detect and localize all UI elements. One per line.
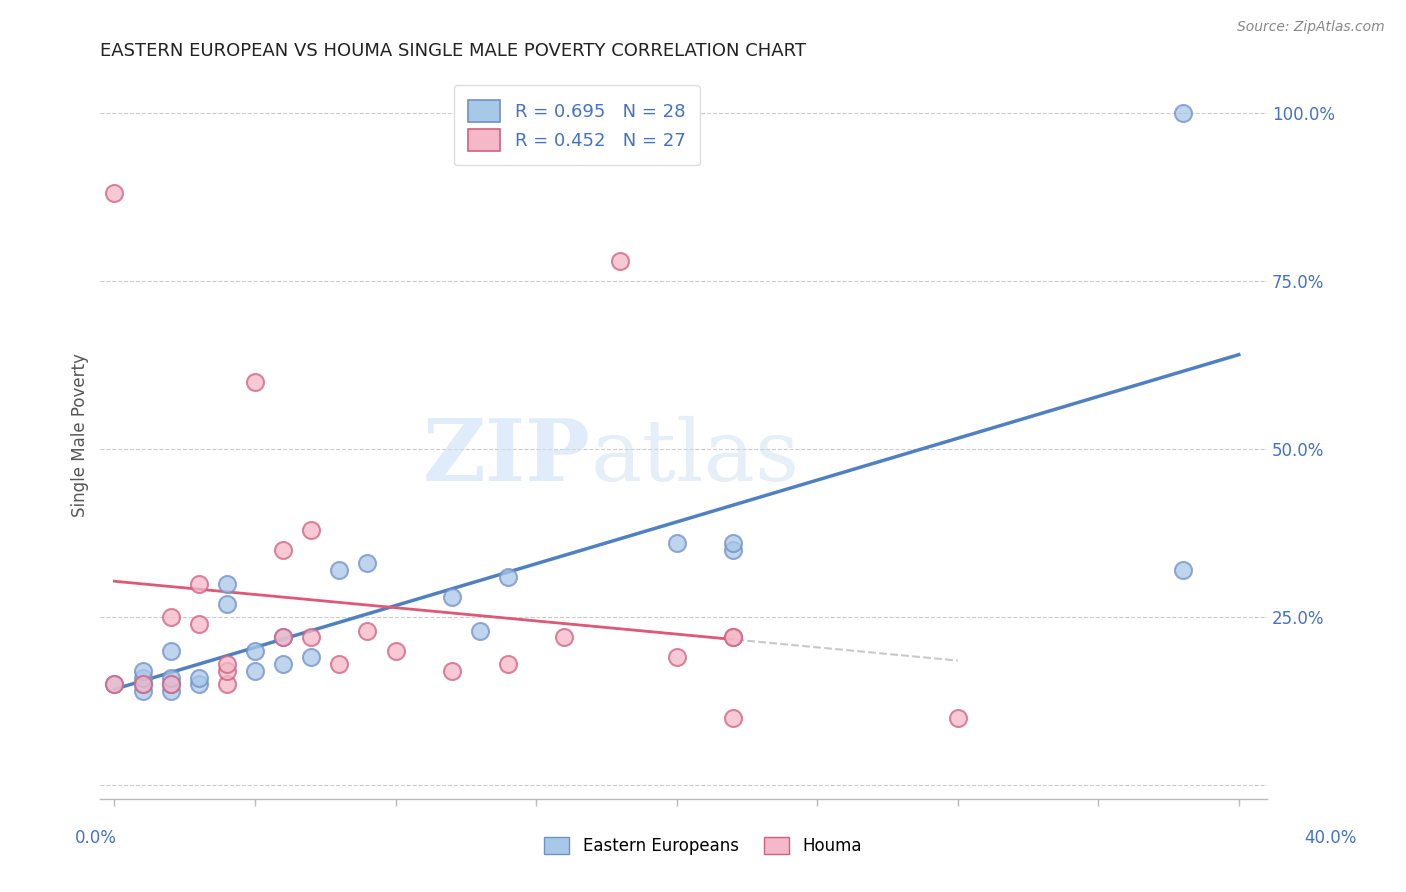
Point (721, 536, 744, 550)
Point (496, 570, 519, 584)
Point (103, 677, 125, 691)
Point (440, 664, 463, 678)
Point (946, 711, 969, 725)
Point (131, 677, 153, 691)
Point (356, 624, 378, 638)
Point (496, 657, 519, 672)
Y-axis label: Single Male Poverty: Single Male Poverty (72, 353, 89, 517)
Point (609, 253, 631, 268)
Point (215, 664, 238, 678)
Point (159, 610, 181, 624)
Point (215, 576, 238, 591)
Text: 0.0%: 0.0% (75, 829, 117, 847)
Point (131, 664, 153, 678)
Point (215, 657, 238, 672)
Point (553, 630, 575, 644)
Point (299, 523, 322, 537)
Point (243, 664, 266, 678)
Point (159, 677, 181, 691)
Text: atlas: atlas (591, 416, 800, 499)
Point (665, 650, 688, 665)
Point (243, 644, 266, 658)
Legend: Eastern Europeans, Houma: Eastern Europeans, Houma (537, 830, 869, 862)
Point (384, 644, 406, 658)
Point (1171, 563, 1194, 577)
Point (1171, 105, 1194, 120)
Point (299, 630, 322, 644)
Point (159, 644, 181, 658)
Point (271, 657, 294, 672)
Point (665, 536, 688, 550)
Point (215, 677, 238, 691)
Point (131, 677, 153, 691)
Text: Source: ZipAtlas.com: Source: ZipAtlas.com (1237, 21, 1385, 34)
Point (721, 630, 744, 644)
Point (187, 677, 209, 691)
Text: ZIP: ZIP (423, 416, 591, 500)
Point (131, 684, 153, 698)
Point (187, 616, 209, 631)
Legend: R = 0.695   N = 28, R = 0.452   N = 27: R = 0.695 N = 28, R = 0.452 N = 27 (454, 85, 700, 165)
Point (159, 671, 181, 685)
Point (243, 375, 266, 389)
Point (468, 624, 491, 638)
Point (187, 576, 209, 591)
Point (187, 671, 209, 685)
Point (271, 542, 294, 557)
Point (131, 671, 153, 685)
Point (271, 630, 294, 644)
Point (721, 542, 744, 557)
Point (356, 557, 378, 571)
Point (721, 711, 744, 725)
Point (103, 677, 125, 691)
Point (215, 597, 238, 611)
Point (271, 630, 294, 644)
Text: EASTERN EUROPEAN VS HOUMA SINGLE MALE POVERTY CORRELATION CHART: EASTERN EUROPEAN VS HOUMA SINGLE MALE PO… (100, 42, 807, 60)
Point (328, 657, 350, 672)
Point (328, 563, 350, 577)
Point (159, 684, 181, 698)
Point (103, 186, 125, 201)
Point (159, 677, 181, 691)
Point (299, 650, 322, 665)
Point (721, 630, 744, 644)
Text: 40.0%: 40.0% (1303, 829, 1357, 847)
Point (440, 590, 463, 604)
